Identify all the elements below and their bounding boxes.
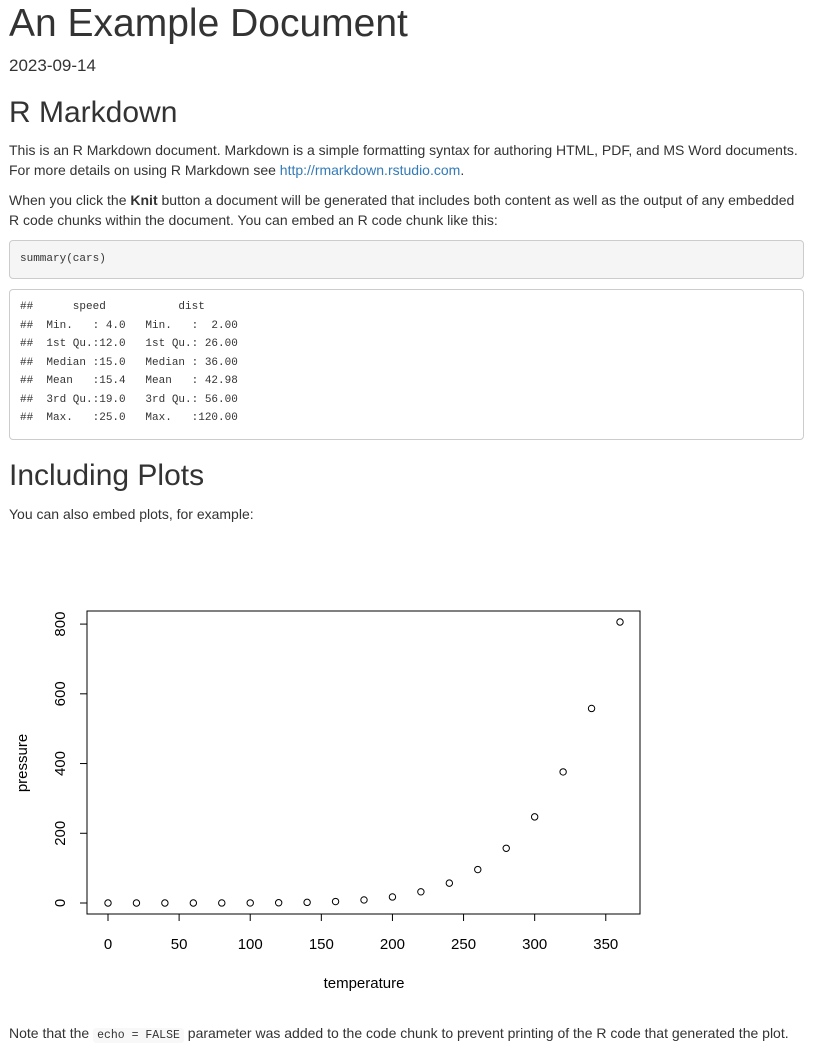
x-tick-label: 100 [238,936,263,953]
code-line: summary(cars) [20,253,106,265]
output-line: ## 1st Qu.:12.0 1st Qu.: 26.00 [20,338,252,350]
paragraph-intro: This is an R Markdown document. Markdown… [9,140,806,180]
data-point [246,899,254,907]
data-point [559,768,567,776]
document-date: 2023-09-14 [9,56,96,75]
output-line: ## Min. : 4.0 Min. : 2.00 [20,319,252,332]
x-tick-label: 50 [171,936,188,953]
data-point [502,844,510,852]
x-tick-label: 200 [380,936,405,953]
data-point [104,899,112,907]
y-tick-label: 600 [52,681,69,706]
y-tick-label: 800 [52,612,69,637]
document-title: An Example Document [9,2,408,45]
data-point [218,899,226,907]
x-tick-label: 150 [309,936,334,953]
data-point [360,896,368,904]
x-axis: 0 50 100 150 200 250 300 350 [104,913,618,953]
paragraph-intro-text: This is an R Markdown document. Markdown… [9,142,798,178]
data-point [331,897,340,906]
data-point [587,704,596,713]
rmarkdown-link[interactable]: http://rmarkdown.rstudio.com [279,162,461,178]
paragraph-knit: When you click the Knit button a documen… [9,190,806,230]
paragraph-knit-before: When you click the [9,192,131,208]
x-tick-label: 250 [451,936,476,953]
data-point [303,898,311,907]
x-axis-label: temperature [324,975,405,992]
paragraph-note-before: Note that the [9,1025,94,1041]
data-point [616,618,624,626]
y-axis-label: pressure [14,734,31,792]
output-line: ## Max. :25.0 Max. :120.00 [20,412,252,424]
output-line: ## speed dist [20,301,252,313]
x-tick-label: 0 [104,936,112,953]
data-point [274,899,283,907]
data-point [417,888,425,896]
data-point [189,899,198,907]
knit-bold-text: Knit [130,192,158,208]
x-tick-label: 300 [522,936,547,953]
output-line: ## 3rd Qu.:19.0 3rd Qu.: 56.00 [20,393,252,406]
y-tick-label: 0 [52,899,69,907]
heading-including-plots: Including Plots [9,459,205,492]
data-point [388,893,397,901]
output-line: ## Median :15.0 Median : 36.00 [20,356,252,369]
code-output: ## speed dist ## Min. : 4.0 Min. : 2.00 … [9,289,804,440]
data-point [445,879,454,887]
heading-r-markdown: R Markdown [9,96,178,129]
plot-frame [86,610,641,915]
data-points [104,618,624,907]
paragraph-note-after: parameter was added to the code chunk to… [183,1025,789,1041]
data-point [132,899,141,907]
inline-code-echo: echo = FALSE [93,1028,184,1043]
y-tick-label: 400 [52,751,69,776]
code-chunk: summary(cars) [9,240,804,279]
y-axis: 0 200 400 600 800 [52,612,88,907]
paragraph-knit-after: button a document will be generated that… [9,192,795,228]
paragraph-plots-intro: You can also embed plots, for example: [9,506,254,522]
data-point [474,865,482,874]
data-point [161,899,169,907]
output-line: ## Mean :15.4 Mean : 42.98 [20,375,252,387]
x-tick-label: 350 [593,936,618,953]
data-point [530,813,539,821]
paragraph-intro-end: . [460,162,465,178]
paragraph-note: Note that the echo = FALSE parameter was… [9,1023,806,1046]
y-tick-label: 200 [52,821,69,846]
